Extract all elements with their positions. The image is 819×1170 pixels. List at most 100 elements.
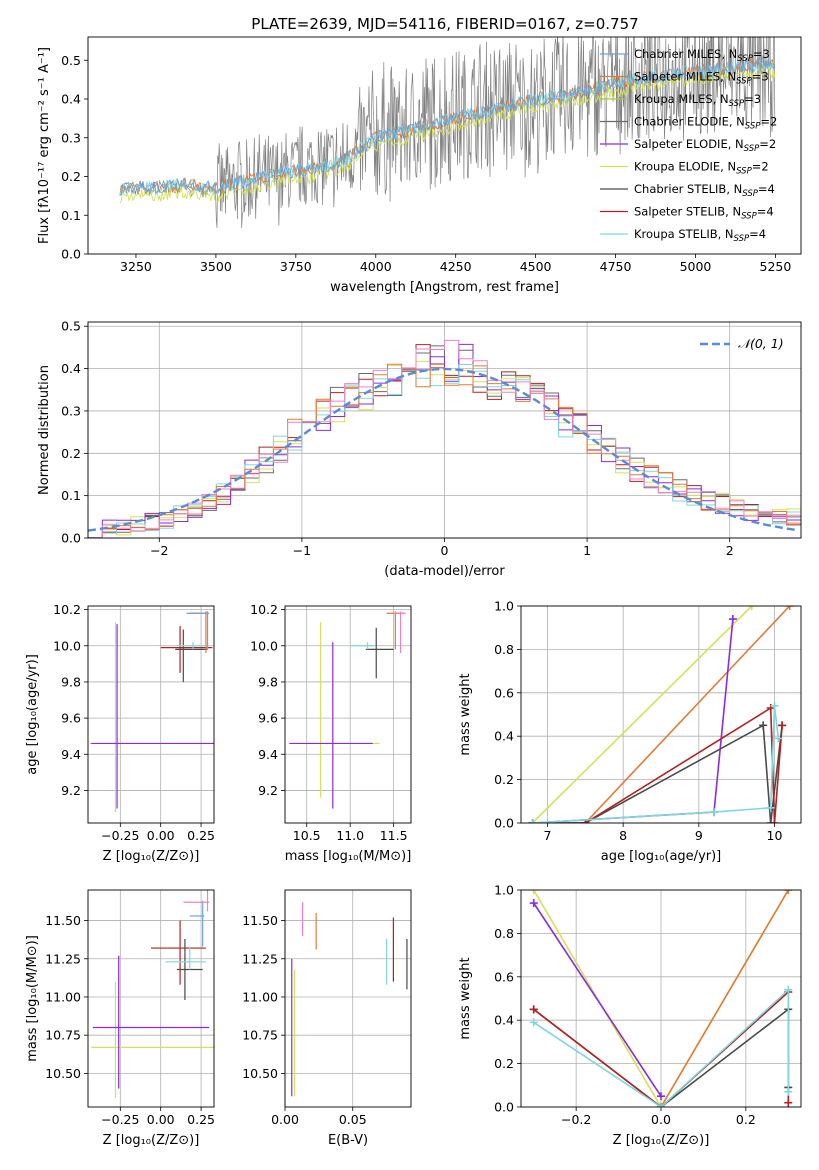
massweight-marker [657,1103,665,1107]
x-tick-label: 0.0 [651,1112,671,1127]
y-tick-label: 0.5 [61,319,81,334]
x-tick-label: 4250 [440,259,472,274]
x-tick-label: 0.05 [339,1112,367,1127]
y-tick-label: 9.8 [61,674,81,689]
x-axis-label: E(B-V) [328,1133,368,1148]
y-tick-label: 1.0 [494,599,514,614]
legend-entry: Kroupa MILES, NSSP=3 [634,92,761,109]
massweight-marker [529,890,538,894]
massweight-marker [770,819,779,823]
massweight-line [533,902,662,1097]
x-tick-label: 11.0 [336,828,364,843]
x-tick-label: 0 [441,543,449,558]
errorbars [291,902,408,1097]
x-tick-label: 5250 [760,259,792,274]
massweight-lines [529,890,793,1107]
axes-frame [520,889,802,1108]
x-tick-label: 0.2 [736,1112,756,1127]
x-tick-label: 1 [583,543,591,558]
axes-frame [520,605,802,824]
y-tick-label: 10.50 [242,1066,278,1081]
x-tick-label: 11.5 [380,828,408,843]
massweight-line [533,987,790,1107]
x-tick-label: 9 [695,828,703,843]
axes-frame [87,36,802,255]
massweight-marker [728,615,737,624]
y-tick-label: 10.2 [53,602,81,617]
legend-entry: Salpeter ELODIE, NSSP=2 [634,137,776,154]
errorbars [89,611,214,813]
y-axis-label: mass weight [458,957,473,1039]
y-tick-label: 0.0 [61,531,81,546]
spectrum-data-line [119,37,776,228]
axes-frame [87,321,802,539]
x-tick-label: 0.00 [147,828,175,843]
y-tick-label: 9.4 [61,747,81,762]
y-tick-label: 1.0 [494,883,514,898]
massweight-marker [747,606,756,610]
y-tick-label: 10.2 [250,602,278,617]
legend-entry: Kroupa ELODIE, NSSP=2 [634,160,769,177]
y-tick-label: 0.4 [494,729,514,744]
y-tick-label: 0.3 [61,130,81,145]
y-tick-label: 9.2 [258,783,278,798]
x-axis-label: Z [log₁₀(Z/Z⊙)] [613,1133,710,1148]
legend-entry: Chabrier STELIB, NSSP=4 [634,182,775,199]
axes-frame [284,605,412,824]
massweight-marker [778,721,787,730]
y-tick-label: 10.0 [250,638,278,653]
y-axis-label: mass [log₁₀(M/M⊙)] [25,935,40,1062]
massweight-marker [766,803,775,812]
massweight-marker [529,899,538,908]
y-tick-label: 0.6 [494,685,514,700]
massweight-marker [784,985,793,994]
x-axis-label: wavelength [Angstrom, rest frame] [330,280,559,295]
massweight-marker [784,890,793,894]
axes-frame [284,889,412,1108]
massweight-line [660,890,789,1107]
y-tick-label: 11.50 [45,913,81,928]
massweight-line [532,706,783,823]
y-tick-label: 11.00 [45,989,81,1004]
y-tick-label: 11.50 [242,913,278,928]
x-tick-label: 7 [544,828,552,843]
x-tick-label: 0.25 [187,828,215,843]
panel-z_massweight: −0.2 0.0 0.2 0.0 0.2 0.4 0.6 0.8 1.0 Z [log₁₀(Z/Z… [458,883,802,1148]
errorbars [289,611,406,809]
massweight-marker [529,1005,538,1014]
x-tick-label: 10.5 [293,828,321,843]
errorbars [91,890,214,1098]
massweight-marker [774,734,783,743]
legend-entry: Salpeter MILES, NSSP=3 [634,70,769,87]
x-tick-label: 3250 [120,259,152,274]
massweight-marker [529,1018,538,1027]
x-tick-label: 4750 [600,259,632,274]
x-tick-label: −2 [150,543,168,558]
axes-frame [87,889,215,1108]
y-axis-label: age [log₁₀(age/yr)] [25,654,40,775]
x-tick-label: −0.2 [561,1112,591,1127]
y-tick-label: 0.4 [494,1013,514,1028]
y-tick-label: 0.8 [494,642,514,657]
x-tick-label: 4500 [520,259,552,274]
panel-z_mass: −0.25 0.00 0.25 10.50 10.75 11.00 11.25 11.50 Z … [25,889,215,1148]
x-axis-label: (data-model)/error [384,564,505,579]
y-tick-label: 11.25 [242,951,278,966]
y-tick-label: 10.75 [45,1028,81,1043]
y-tick-label: 11.00 [242,989,278,1004]
y-axis-label: Normed distribution [37,365,52,495]
x-tick-label: −1 [293,543,311,558]
massweight-marker [766,819,775,823]
y-tick-label: 0.4 [61,361,81,376]
y-tick-label: 10.50 [45,1066,81,1081]
y-tick-label: 9.6 [258,711,278,726]
panel-spectrum: 3250 3500 3750 4000 4250 4500 4750 5000 5250 0.0 0… [37,36,802,295]
x-axis-label: Z [log₁₀(Z/Z⊙)] [103,1133,200,1148]
y-tick-label: 0.0 [494,1100,514,1115]
massweight-marker [528,819,537,823]
y-tick-label: 0.6 [494,969,514,984]
residual-histograms [88,339,801,538]
y-tick-label: 0.2 [61,446,81,461]
massweight-marker [657,1092,665,1101]
